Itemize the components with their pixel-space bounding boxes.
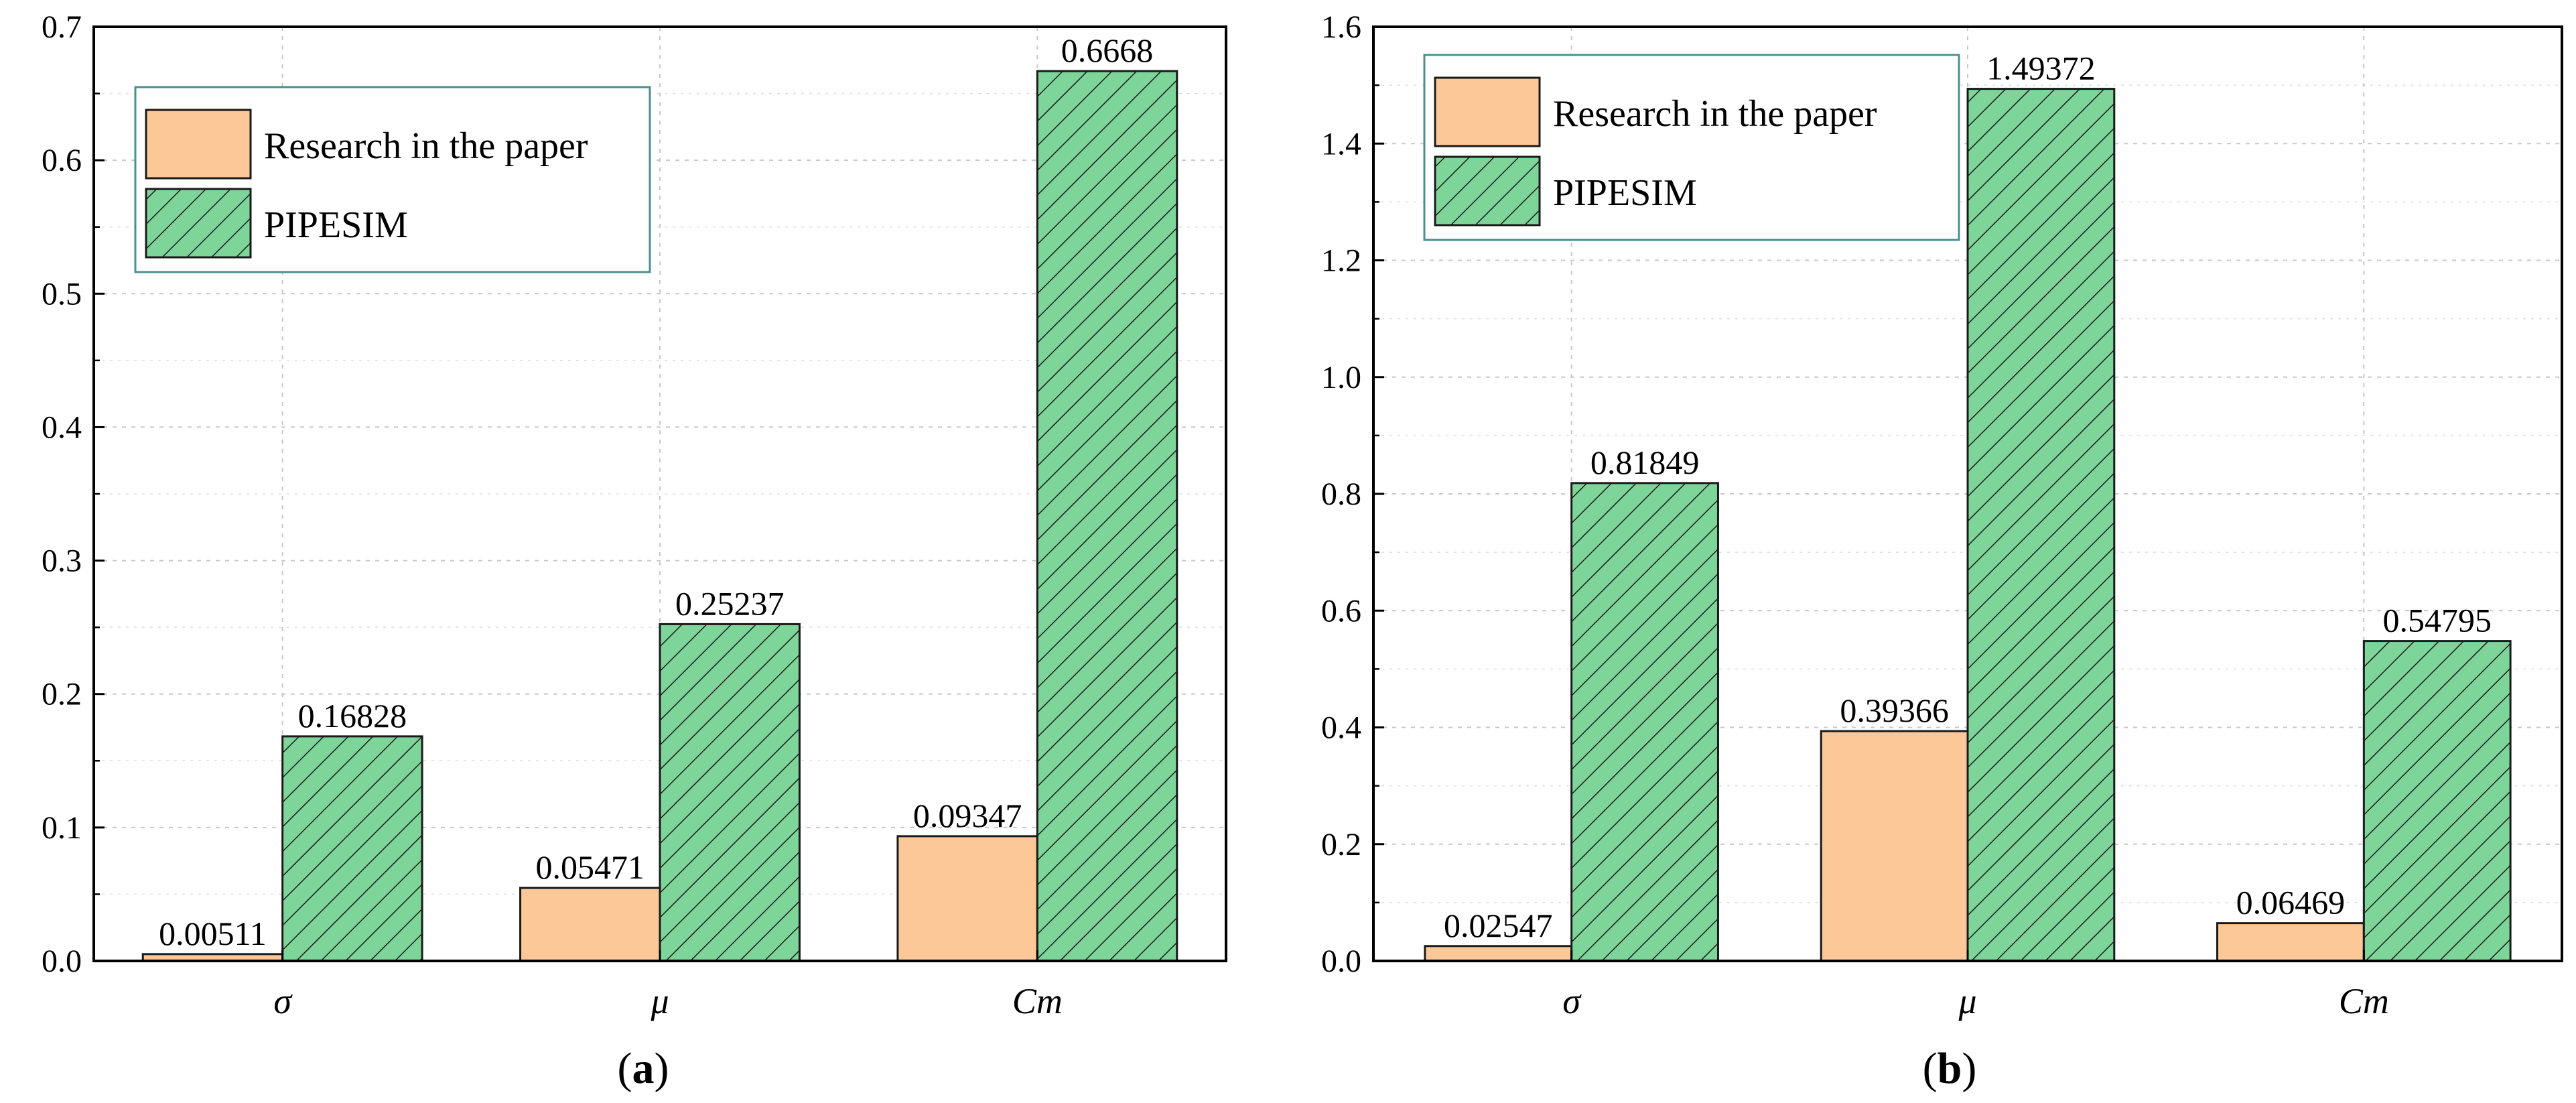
bar-pipesim — [659, 623, 801, 962]
legend-label: PIPESIM — [264, 204, 408, 246]
data-label: 0.06469 — [2236, 884, 2346, 921]
y-tick-label: 0.7 — [42, 9, 82, 45]
chart-panel-a: 0.00511 0.16828 0.05471 0.25237 0.09347 0.666… — [42, 9, 1227, 1093]
legend: Research in the paper PIPESIM — [134, 86, 651, 273]
legend-label: Research in the paper — [1553, 93, 1877, 135]
legend-swatch-research — [145, 109, 252, 180]
y-tick-label: 0.0 — [1321, 944, 1361, 979]
bar-research — [1820, 730, 1969, 962]
data-label: 0.25237 — [675, 584, 785, 622]
x-category-label: σ — [273, 981, 293, 1021]
data-label: 1.49372 — [1986, 50, 2096, 87]
y-tick-label: 1.0 — [1321, 360, 1361, 395]
data-label: 0.54795 — [2382, 602, 2492, 639]
legend-swatch-pipesim — [145, 188, 252, 259]
y-tick-label: 1.6 — [1321, 9, 1361, 45]
legend-swatch-research — [1434, 76, 1541, 147]
panel-label: (b) — [1923, 1044, 1977, 1093]
data-label: 0.39366 — [1840, 692, 1949, 729]
bar-research — [896, 835, 1038, 962]
data-label: 0.05471 — [536, 848, 645, 886]
bar-research — [519, 887, 661, 962]
y-tick-label: 0.4 — [42, 409, 82, 445]
y-tick-label: 1.4 — [1321, 126, 1361, 161]
y-tick-label: 0.6 — [42, 143, 82, 178]
y-tick-label: 0.8 — [1321, 476, 1361, 512]
legend: Research in the paper PIPESIM — [1423, 54, 1960, 241]
panel-label: (a) — [618, 1044, 669, 1093]
bar-research — [2216, 922, 2365, 962]
y-tick-label: 0.4 — [1321, 710, 1361, 746]
bar-pipesim — [1570, 482, 1719, 962]
data-label: 0.02547 — [1444, 907, 1553, 944]
chart-panel-b: 0.02547 0.81849 0.39366 1.49372 0.06469 0.547… — [1321, 9, 2563, 1093]
y-tick-label: 0.1 — [42, 810, 82, 846]
data-label: 0.09347 — [913, 797, 1022, 834]
data-label: 0.6668 — [1061, 31, 1154, 69]
legend-label: Research in the paper — [264, 125, 588, 167]
y-tick-label: 0.3 — [42, 543, 82, 579]
data-label: 0.81849 — [1590, 444, 1700, 481]
bar-research — [1424, 945, 1573, 962]
data-label: 0.16828 — [298, 697, 407, 734]
data-label: 0.00511 — [159, 915, 267, 952]
x-category-label: Cm — [1012, 981, 1063, 1021]
y-tick-label: 0.5 — [42, 276, 82, 312]
x-category-label: μ — [650, 981, 669, 1021]
y-tick-label: 0.2 — [42, 677, 82, 712]
x-category-label: σ — [1562, 981, 1582, 1021]
x-category-label: μ — [1958, 981, 1976, 1021]
x-category-label: Cm — [2339, 981, 2389, 1021]
y-tick-label: 0.2 — [1321, 827, 1361, 862]
legend-swatch-pipesim — [1434, 155, 1541, 226]
y-tick-label: 1.2 — [1321, 243, 1361, 279]
bar-pipesim — [1966, 88, 2116, 962]
y-tick-label: 0.0 — [42, 944, 82, 979]
bar-pipesim — [281, 735, 423, 962]
y-tick-label: 0.6 — [1321, 593, 1361, 629]
bar-pipesim — [1036, 70, 1178, 962]
legend-label: PIPESIM — [1553, 172, 1697, 214]
bar-pipesim — [2362, 640, 2512, 962]
